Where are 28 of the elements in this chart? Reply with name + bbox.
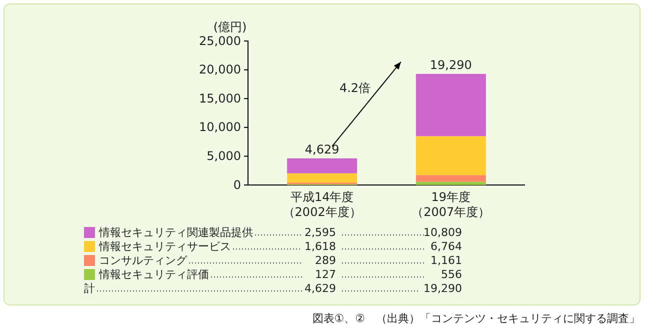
text: 4,629 [304, 282, 336, 295]
y-tick-label: 10,000 [199, 120, 241, 134]
legend-label: 情報セキュリティサービス [98, 240, 231, 253]
data-label: 6,764 [430, 240, 462, 253]
data-label: 2,595 [304, 226, 336, 239]
text: 計 [84, 282, 95, 295]
y-tick-label: 0 [233, 178, 241, 192]
data-label: 1,618 [304, 240, 336, 253]
x-tick-label: 平成14年度（2002年度） [282, 190, 362, 219]
data-label: 556 [441, 268, 462, 281]
data-label: 10,809 [424, 226, 462, 239]
total-label: 19,290 [430, 58, 472, 72]
data-label: 289 [315, 254, 336, 267]
y-tick-label: 5,000 [206, 149, 241, 164]
y-axis-title: (億円) [213, 20, 247, 34]
x-tick-label: 19年度（2007年度） [412, 190, 490, 219]
y-tick-label: 20,000 [199, 62, 241, 77]
data-label: 1,161 [430, 254, 462, 267]
legend-label: コンサルティング [99, 254, 188, 267]
text: 図表①、② （出典）「コンテンツ・セキュリティに関する調査」 [312, 312, 640, 325]
text: 19,290 [424, 282, 462, 295]
data-label: 127 [315, 268, 336, 281]
y-tick-label: 15,000 [199, 91, 241, 106]
legend-label: 情報セキュリティ評価 [98, 268, 209, 281]
y-tick-label: 25,000 [199, 34, 241, 48]
annotation: 4.2倍 [339, 81, 371, 95]
legend-label: 情報セキュリティ関連製品提供 [98, 226, 253, 239]
total-label: 4,629 [304, 142, 340, 156]
